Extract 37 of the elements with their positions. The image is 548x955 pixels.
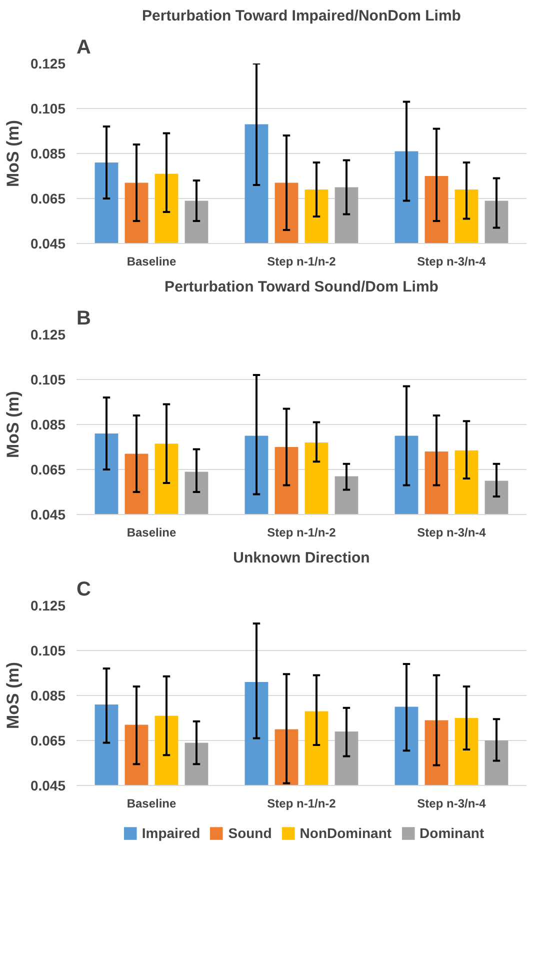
y-tick-label: 0.125 (30, 326, 66, 342)
y-tick-label: 0.065 (30, 462, 66, 478)
text: B (76, 308, 91, 330)
y-axis-title: MoS (m) (3, 662, 22, 730)
x-tick-label: Step n-1/n-2 (267, 254, 336, 268)
legend-label: Impaired (142, 825, 200, 841)
y-tick-label: 0.105 (30, 100, 66, 116)
y-tick-label: 0.105 (30, 372, 66, 388)
legend-label: NonDominant (300, 825, 392, 841)
y-tick-label: 0.085 (30, 146, 66, 162)
y-tick-label: 0.045 (30, 236, 66, 252)
x-tick-label: Step n-1/n-2 (267, 796, 336, 810)
chart-title: Unknown Direction (233, 550, 370, 566)
legend-label: Dominant (420, 825, 484, 841)
x-tick-label: Baseline (126, 526, 177, 540)
chart-title: Perturbation Toward Impaired/NonDom Limb (142, 8, 461, 24)
y-axis-title: MoS (m) (3, 390, 22, 458)
y-tick-label: 0.085 (30, 688, 66, 704)
x-tick-label: Step n-3/n-4 (417, 254, 486, 268)
legend-label: Sound (228, 825, 272, 841)
x-tick-label: Step n-3/n-4 (417, 526, 486, 540)
y-tick-label: 0.085 (30, 416, 66, 432)
y-tick-label: 0.045 (30, 778, 66, 794)
y-tick-label: 0.065 (30, 190, 66, 206)
text: A (76, 36, 91, 58)
y-tick-label: 0.105 (30, 642, 66, 658)
y-tick-label: 0.045 (30, 506, 66, 522)
y-tick-label: 0.065 (30, 732, 66, 748)
chart-title: Perturbation Toward Sound/Dom Limb (164, 278, 438, 296)
x-tick-label: Baseline (126, 254, 177, 268)
x-tick-label: Step n-3/n-4 (417, 796, 486, 810)
y-tick-label: 0.125 (30, 598, 66, 614)
x-tick-label: Baseline (126, 796, 177, 810)
y-axis-title: MoS (m) (3, 120, 22, 188)
x-tick-label: Step n-1/n-2 (267, 526, 336, 540)
y-tick-label: 0.125 (30, 56, 66, 72)
text: C (76, 578, 91, 600)
